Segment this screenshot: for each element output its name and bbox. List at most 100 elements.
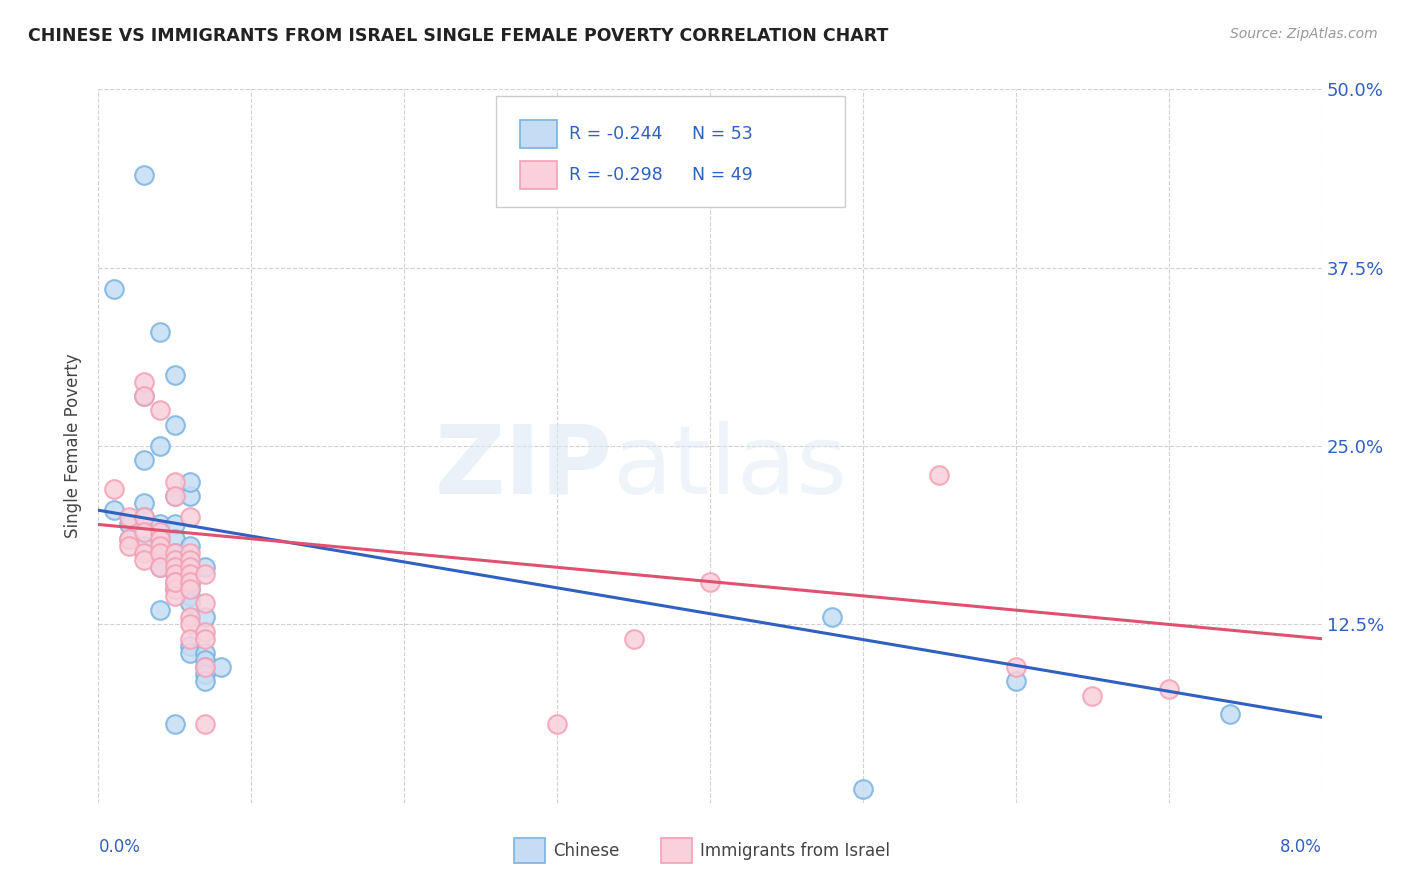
- Point: [179, 475, 201, 489]
- Point: [163, 517, 186, 532]
- Point: [163, 546, 186, 560]
- Point: [134, 553, 156, 567]
- Point: [179, 539, 201, 553]
- Point: [194, 646, 217, 660]
- Point: [821, 610, 844, 624]
- FancyBboxPatch shape: [515, 838, 546, 863]
- Point: [179, 489, 201, 503]
- Point: [163, 553, 186, 567]
- Text: 8.0%: 8.0%: [1279, 838, 1322, 856]
- Point: [134, 510, 156, 524]
- FancyBboxPatch shape: [661, 838, 692, 863]
- Point: [1157, 681, 1180, 696]
- Text: atlas: atlas: [612, 421, 848, 514]
- Point: [163, 489, 186, 503]
- Point: [134, 539, 156, 553]
- Point: [163, 532, 186, 546]
- Point: [118, 510, 141, 524]
- Point: [163, 417, 186, 432]
- Text: 0.0%: 0.0%: [98, 838, 141, 856]
- Point: [149, 546, 172, 560]
- Point: [179, 582, 201, 596]
- Point: [163, 574, 186, 589]
- Text: CHINESE VS IMMIGRANTS FROM ISRAEL SINGLE FEMALE POVERTY CORRELATION CHART: CHINESE VS IMMIGRANTS FROM ISRAEL SINGLE…: [28, 27, 889, 45]
- Point: [194, 567, 217, 582]
- Point: [163, 553, 186, 567]
- Point: [852, 781, 875, 796]
- Point: [103, 503, 125, 517]
- Text: Immigrants from Israel: Immigrants from Israel: [700, 842, 890, 860]
- Point: [1219, 707, 1241, 722]
- Point: [163, 589, 186, 603]
- Point: [179, 560, 201, 574]
- Point: [149, 553, 172, 567]
- Point: [134, 168, 156, 182]
- Point: [149, 546, 172, 560]
- Text: R = -0.244: R = -0.244: [569, 125, 662, 143]
- Point: [179, 610, 201, 624]
- Point: [149, 439, 172, 453]
- Point: [194, 632, 217, 646]
- Point: [699, 574, 721, 589]
- FancyBboxPatch shape: [520, 161, 557, 189]
- Point: [118, 517, 141, 532]
- Point: [179, 546, 201, 560]
- Point: [1081, 689, 1104, 703]
- Point: [163, 489, 186, 503]
- Point: [149, 517, 172, 532]
- Point: [163, 574, 186, 589]
- Point: [134, 389, 156, 403]
- Point: [623, 632, 645, 646]
- Point: [149, 560, 172, 574]
- Point: [163, 546, 186, 560]
- Point: [163, 368, 186, 382]
- Point: [134, 496, 156, 510]
- Point: [134, 375, 156, 389]
- Text: Chinese: Chinese: [554, 842, 620, 860]
- Point: [194, 653, 217, 667]
- Point: [179, 632, 201, 646]
- Text: ZIP: ZIP: [434, 421, 612, 514]
- Point: [194, 660, 217, 674]
- Point: [179, 574, 201, 589]
- Point: [163, 567, 186, 582]
- Point: [149, 524, 172, 539]
- Point: [149, 539, 172, 553]
- Point: [149, 532, 172, 546]
- Point: [179, 589, 201, 603]
- Text: N = 49: N = 49: [692, 166, 752, 184]
- FancyBboxPatch shape: [496, 96, 845, 207]
- Point: [163, 560, 186, 574]
- Point: [194, 596, 217, 610]
- Point: [163, 553, 186, 567]
- Point: [179, 560, 201, 574]
- Point: [546, 717, 568, 731]
- Point: [163, 560, 186, 574]
- Point: [194, 717, 217, 731]
- Text: Source: ZipAtlas.com: Source: ZipAtlas.com: [1230, 27, 1378, 41]
- Point: [179, 639, 201, 653]
- Point: [179, 617, 201, 632]
- Point: [179, 574, 201, 589]
- Point: [179, 567, 201, 582]
- Point: [194, 560, 217, 574]
- Point: [1004, 660, 1026, 674]
- Point: [163, 475, 186, 489]
- Point: [163, 574, 186, 589]
- Point: [163, 717, 186, 731]
- Point: [179, 510, 201, 524]
- Point: [149, 603, 172, 617]
- Text: R = -0.298: R = -0.298: [569, 166, 664, 184]
- Point: [149, 325, 172, 339]
- Point: [194, 610, 217, 624]
- Point: [163, 582, 186, 596]
- Point: [194, 667, 217, 681]
- Point: [134, 510, 156, 524]
- Point: [149, 560, 172, 574]
- Point: [134, 389, 156, 403]
- Point: [179, 646, 201, 660]
- Point: [194, 674, 217, 689]
- Point: [179, 596, 201, 610]
- Point: [134, 453, 156, 467]
- Point: [928, 467, 950, 482]
